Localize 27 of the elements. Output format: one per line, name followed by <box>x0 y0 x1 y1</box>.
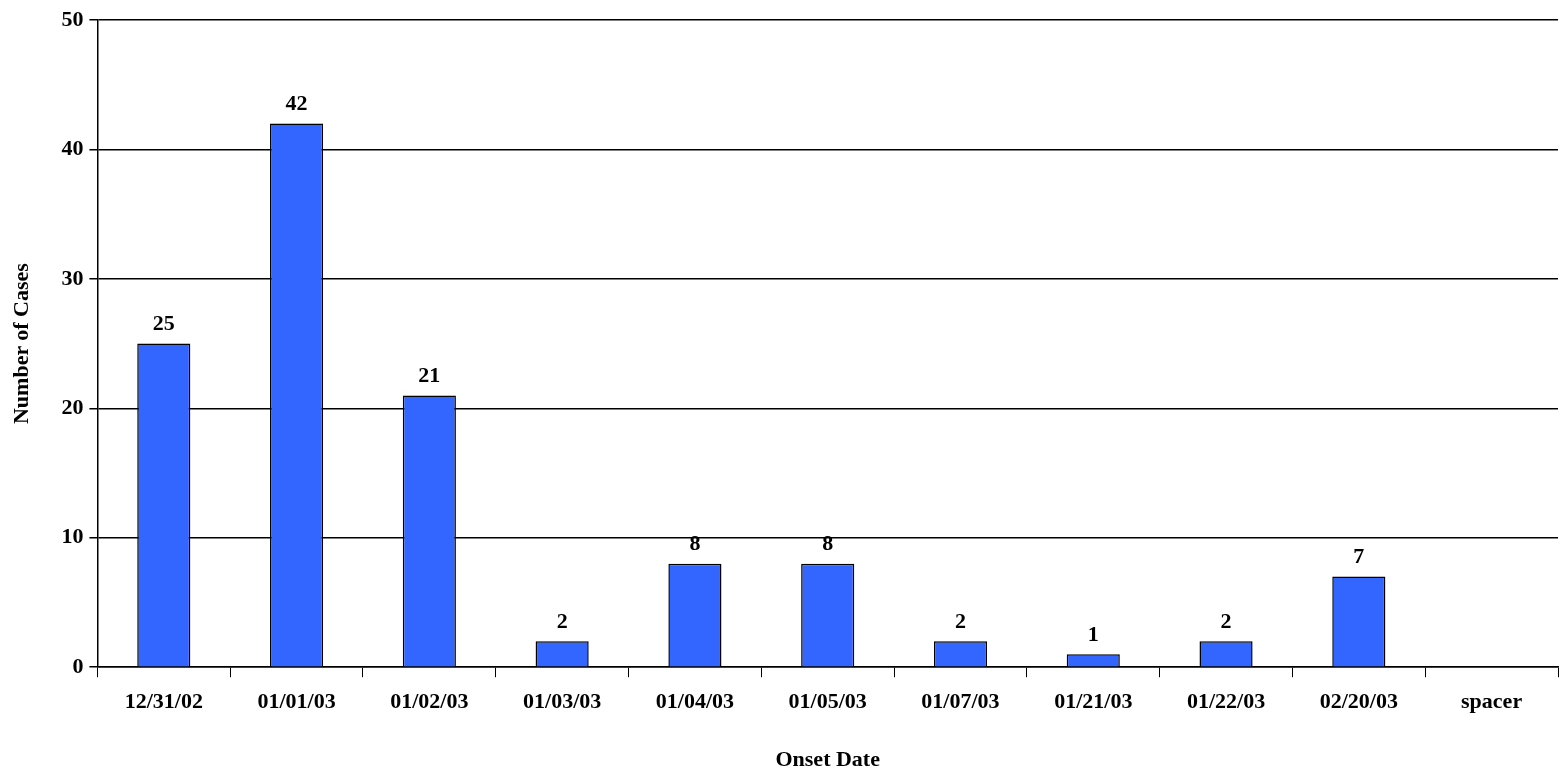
y-tick-label: 0 <box>72 652 84 678</box>
data-label: 25 <box>152 310 175 336</box>
y-tick-label: 50 <box>61 5 84 31</box>
data-label: 42 <box>285 90 308 116</box>
y-tick-label: 40 <box>61 135 84 161</box>
data-label: 2 <box>954 608 966 633</box>
x-tick-label: 12/31/02 <box>124 688 203 714</box>
y-tick-label: 30 <box>61 264 84 290</box>
data-label: 2 <box>1220 608 1232 633</box>
x-tick-label: 01/07/03 <box>921 688 1000 714</box>
x-tick-label: 01/01/03 <box>257 688 336 714</box>
y-axis-title: Number of Cases <box>7 262 33 425</box>
x-tick-label: 01/03/03 <box>523 688 602 714</box>
data-label: 2 <box>556 608 568 633</box>
x-tick-label: 01/02/03 <box>390 688 469 714</box>
data-label: 21 <box>418 362 441 388</box>
x-tick-label: spacer <box>1461 688 1523 714</box>
y-tick-label: 20 <box>61 394 84 420</box>
x-axis-title: Onset Date <box>775 746 881 772</box>
x-tick-label: 01/21/03 <box>1054 688 1133 714</box>
x-tick-label: 02/20/03 <box>1319 688 1398 714</box>
x-tick-label: 01/05/03 <box>788 688 867 714</box>
x-tick-label: 01/04/03 <box>655 688 735 714</box>
data-label: 1 <box>1087 620 1099 646</box>
data-label: 7 <box>1353 543 1365 569</box>
y-tick-label: 10 <box>61 523 84 549</box>
x-tick-label: 01/22/03 <box>1186 688 1266 714</box>
